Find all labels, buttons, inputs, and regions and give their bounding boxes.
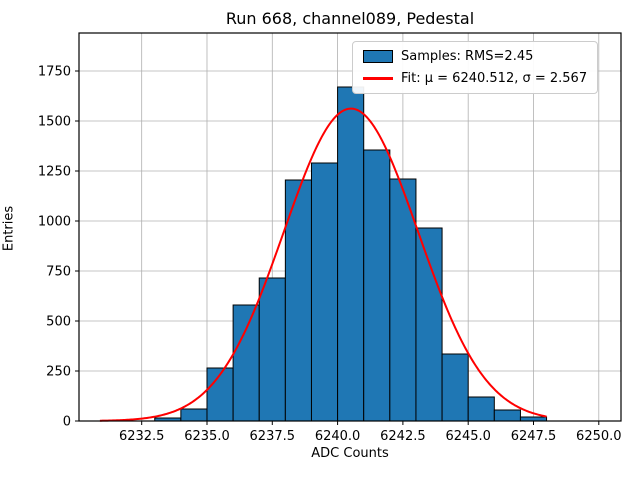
- plot-border: [78, 32, 622, 422]
- legend-samples-label: Samples: RMS=2.45: [401, 49, 534, 64]
- x-axis-label: ADC Counts: [311, 446, 389, 461]
- histogram-bar: [180, 408, 208, 422]
- histogram-bar: [363, 149, 391, 422]
- samples-swatch-icon: [363, 50, 393, 63]
- y-tick-label: 1000: [38, 215, 71, 230]
- y-tick-label: 750: [46, 265, 71, 280]
- y-tick-label: 1500: [38, 115, 71, 130]
- histogram-bar: [441, 353, 469, 422]
- fit-line-swatch-icon: [363, 77, 393, 80]
- x-tick-label: 6245.0: [445, 429, 491, 444]
- histogram-bar: [310, 162, 339, 422]
- y-tick-label: 1750: [38, 65, 71, 80]
- x-tick-label: 6250.0: [576, 429, 622, 444]
- x-tick-label: 6247.5: [511, 429, 557, 444]
- histogram-bar: [493, 409, 521, 422]
- x-tick-label: 6242.5: [380, 429, 426, 444]
- legend-item-fit: Fit: μ = 6240.512, σ = 2.567: [363, 72, 587, 85]
- legend-item-samples: Samples: RMS=2.45: [363, 50, 587, 63]
- y-tick-label: 250: [46, 365, 71, 380]
- histogram-bar: [389, 178, 417, 422]
- x-tick-label: 6240.0: [315, 429, 361, 444]
- histogram-bar: [467, 396, 495, 422]
- legend-fit-label: Fit: μ = 6240.512, σ = 2.567: [401, 71, 588, 86]
- fit-curve: [99, 107, 547, 422]
- legend: Samples: RMS=2.45 Fit: μ = 6240.512, σ =…: [352, 41, 599, 94]
- x-tick-label: 6237.5: [250, 429, 296, 444]
- y-tick-label: 0: [63, 415, 71, 430]
- histogram-bar: [258, 277, 286, 422]
- x-tick-label: 6232.5: [119, 429, 165, 444]
- histogram-bar: [337, 86, 365, 422]
- histogram-bar: [415, 227, 443, 422]
- y-tick-label: 500: [46, 315, 71, 330]
- y-tick-label: 1250: [38, 165, 71, 180]
- x-tick-label: 6235.0: [184, 429, 230, 444]
- histogram-bar: [284, 179, 312, 422]
- y-axis-label: Entries: [1, 205, 17, 252]
- histogram-bar: [232, 304, 260, 422]
- chart-title: Run 668, channel089, Pedestal: [225, 9, 475, 28]
